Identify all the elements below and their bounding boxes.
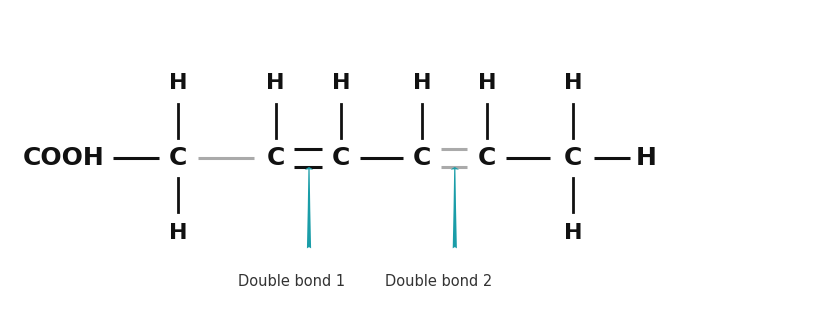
Text: H: H (477, 74, 496, 94)
Text: H: H (635, 146, 656, 170)
Text: H: H (266, 74, 284, 94)
Text: H: H (169, 74, 187, 94)
Text: Double bond 2: Double bond 2 (384, 274, 491, 289)
Text: Double bond 1: Double bond 1 (238, 274, 345, 289)
Text: COOH: COOH (23, 146, 105, 170)
Text: H: H (331, 74, 350, 94)
Text: C: C (169, 146, 187, 170)
Text: C: C (563, 146, 581, 170)
Text: H: H (169, 222, 187, 242)
Text: H: H (563, 74, 581, 94)
Text: H: H (563, 222, 581, 242)
Text: C: C (266, 146, 284, 170)
Text: C: C (477, 146, 496, 170)
Text: C: C (413, 146, 431, 170)
Text: H: H (413, 74, 431, 94)
Text: C: C (331, 146, 350, 170)
